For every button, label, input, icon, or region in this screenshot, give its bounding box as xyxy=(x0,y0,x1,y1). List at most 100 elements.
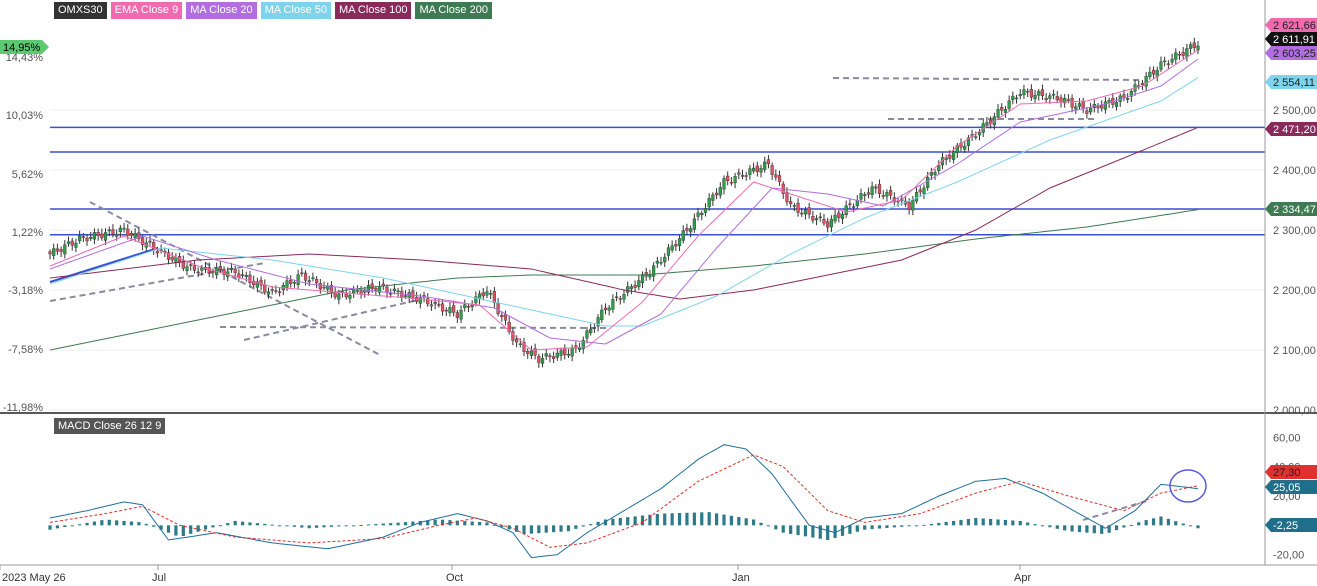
macd-histogram-bar xyxy=(1188,525,1193,527)
macd-histogram-bar xyxy=(455,520,459,526)
legend-item-0[interactable]: OMXS30 xyxy=(54,2,107,19)
macd-histogram-bar xyxy=(781,525,785,533)
candle xyxy=(1081,97,1085,114)
candle-body xyxy=(1122,94,1126,98)
candle-body xyxy=(552,356,556,360)
macd-histogram-bar xyxy=(752,519,756,526)
candle-body xyxy=(877,184,882,195)
candle xyxy=(1126,93,1130,104)
candle xyxy=(718,182,722,199)
candle xyxy=(759,164,763,178)
candle xyxy=(829,215,833,233)
candle xyxy=(1140,80,1145,91)
macd-histogram-bar xyxy=(1166,518,1170,526)
price-label-text: 2 471,20 xyxy=(1273,124,1316,136)
macd-histogram-bar xyxy=(174,525,178,536)
candle xyxy=(1177,51,1182,60)
candle xyxy=(711,192,715,206)
candle xyxy=(1007,95,1011,112)
candle-body xyxy=(603,307,608,311)
candle xyxy=(1166,60,1170,70)
candle-body xyxy=(859,193,863,200)
price-label: 2 621,66 xyxy=(1265,18,1317,32)
candle-body xyxy=(248,274,252,283)
candle-body xyxy=(1051,93,1056,96)
candle-body xyxy=(1100,105,1104,109)
macd-histogram-bar xyxy=(1107,525,1111,533)
macd-histogram-bar xyxy=(63,525,67,527)
candle-body xyxy=(752,167,756,172)
candle-body xyxy=(78,235,82,242)
macd-histogram-bar xyxy=(366,524,371,526)
candle-body xyxy=(492,290,496,303)
candle-body xyxy=(318,283,322,290)
candle-body xyxy=(192,265,197,271)
candle-body xyxy=(655,260,659,264)
candle-body xyxy=(511,331,515,341)
candle-body xyxy=(1033,94,1037,100)
macd-histogram-bar xyxy=(922,524,926,526)
macd-value-label-bg xyxy=(1265,465,1317,479)
candle xyxy=(974,131,978,140)
candle xyxy=(1192,37,1196,52)
candle-body xyxy=(1140,83,1145,85)
trend-line xyxy=(49,262,266,302)
candle-body xyxy=(926,177,930,188)
candle-body xyxy=(911,199,915,211)
candle-body xyxy=(937,165,941,172)
candle xyxy=(833,209,837,224)
candle-body xyxy=(1151,69,1156,75)
legend-item-3[interactable]: MA Close 50 xyxy=(260,2,331,19)
macd-histogram-bar xyxy=(448,520,452,526)
candle-body xyxy=(1048,95,1052,99)
candle-body xyxy=(1077,103,1082,107)
macd-histogram-bar xyxy=(552,525,556,533)
candle xyxy=(1037,88,1041,101)
candle xyxy=(559,347,563,361)
candle xyxy=(326,282,330,295)
candle xyxy=(63,240,67,259)
macd-value-label: 25,05 xyxy=(1265,480,1317,494)
macd-histogram-bar xyxy=(863,525,867,530)
macd-histogram-bar xyxy=(381,523,385,526)
candle-body xyxy=(874,186,878,189)
candle-body xyxy=(96,232,100,236)
legend-item-5[interactable]: MA Close 200 xyxy=(415,2,492,19)
y-tick-label: 2 200,00 xyxy=(1273,285,1316,297)
candle-body xyxy=(759,167,763,173)
candle xyxy=(566,348,571,358)
macd-histogram-bar xyxy=(426,520,430,526)
candle xyxy=(440,299,445,316)
macd-histogram-bar xyxy=(1077,525,1082,533)
candle xyxy=(774,169,778,181)
legend-item-4[interactable]: MA Close 100 xyxy=(334,2,412,19)
candle xyxy=(292,279,297,288)
candle-body xyxy=(485,291,489,296)
candle-body xyxy=(933,172,937,175)
price-label-text: 2 621,66 xyxy=(1273,20,1316,32)
macd-histogram-bar xyxy=(714,513,719,526)
price-label-text: 2 611,91 xyxy=(1273,34,1315,46)
candle-body xyxy=(1096,105,1100,109)
candle-body xyxy=(1040,89,1045,97)
macd-histogram-bar xyxy=(270,524,274,526)
candle xyxy=(218,261,222,274)
candle xyxy=(1018,89,1022,100)
candle xyxy=(640,271,645,289)
candle xyxy=(444,307,448,316)
legend-item-1[interactable]: EMA Close 9 xyxy=(110,2,183,19)
candle xyxy=(100,228,104,241)
legend-item-2[interactable]: MA Close 20 xyxy=(186,2,257,19)
candle xyxy=(415,291,419,305)
candle-body xyxy=(452,305,456,313)
candle xyxy=(1022,84,1026,99)
candle-body xyxy=(437,304,441,306)
candle xyxy=(1144,72,1148,91)
macd-histogram-bar xyxy=(100,520,104,526)
candle-body xyxy=(1129,91,1133,97)
candle-body xyxy=(1063,98,1067,104)
candle-body xyxy=(614,296,619,299)
candle xyxy=(89,231,93,242)
macd-histogram-bar xyxy=(759,522,763,526)
